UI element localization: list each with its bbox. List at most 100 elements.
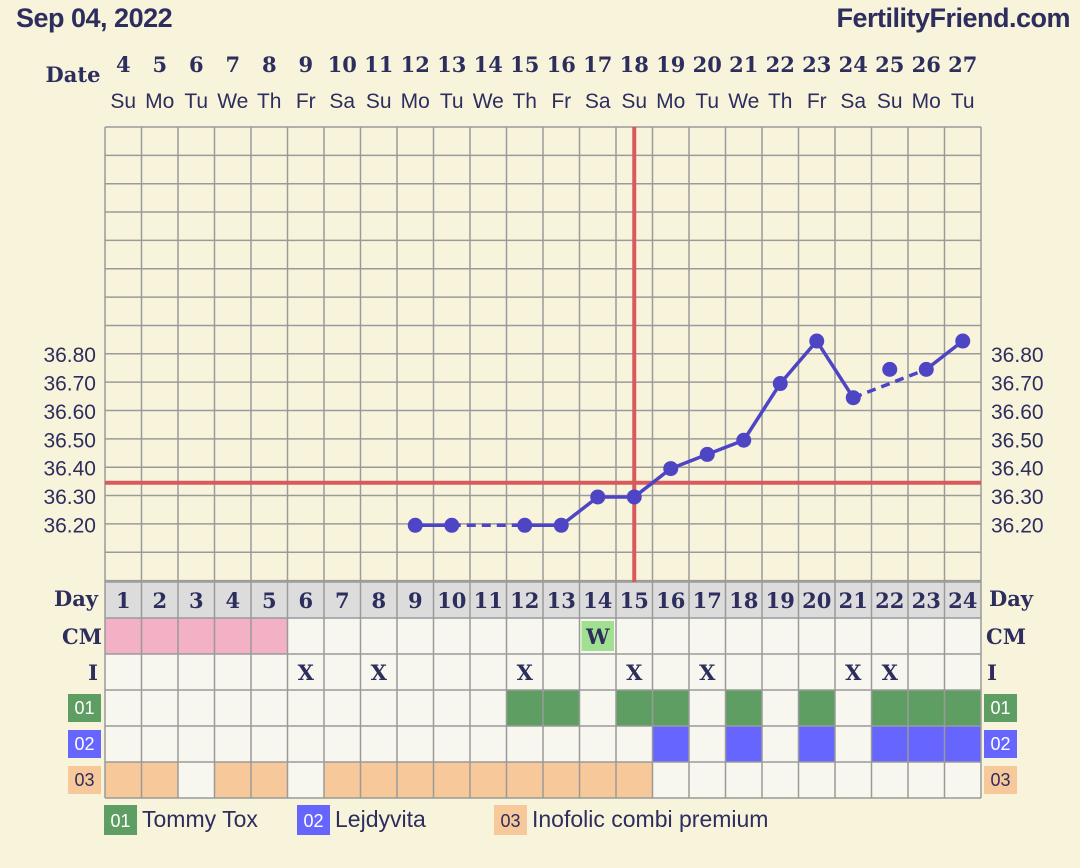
supplement-03-right-badge (984, 766, 1017, 794)
weekday-label: Th (512, 90, 537, 113)
y-tick-left: 36.80 (43, 344, 96, 367)
weekday-label: Fr (807, 90, 827, 113)
temp-point (955, 333, 971, 349)
date-number: 19 (656, 52, 685, 77)
date-number: 14 (474, 52, 503, 77)
temp-point (882, 361, 898, 377)
cycle-day-number: 22 (875, 588, 904, 613)
cm-cell-sticky (251, 618, 288, 654)
y-tick-left: 36.30 (43, 486, 96, 509)
cm-cell-sticky (141, 618, 178, 654)
chart-start-date: Sep 04, 2022 (16, 3, 173, 33)
weekday-label: Su (621, 90, 647, 113)
supplement-01-cell (506, 690, 543, 726)
weekday-label: Mo (401, 90, 430, 113)
temp-segment (925, 339, 964, 371)
cycle-day-number: 11 (474, 588, 503, 613)
cycle-day-number: 2 (152, 588, 167, 613)
intercourse-mark: X (845, 660, 862, 685)
date-number: 21 (729, 52, 758, 77)
y-tick-right: 36.40 (991, 458, 1044, 481)
date-number: 5 (152, 52, 167, 77)
supplement-03-cell (433, 762, 470, 798)
date-number: 15 (510, 52, 539, 77)
date-number: 23 (802, 52, 831, 77)
supplement-03-cell (251, 762, 288, 798)
cycle-day-number: 3 (189, 588, 204, 613)
cm-row-label-right: CM (986, 624, 1026, 649)
cycle-day-number: 16 (656, 588, 685, 613)
intercourse-mark: X (371, 660, 388, 685)
supplement-02-cell (908, 726, 945, 762)
cycle-day-number: 4 (225, 588, 240, 613)
weekday-label: Sa (840, 90, 866, 113)
day-row-label-left: Day (54, 586, 99, 611)
temp-point (736, 432, 752, 448)
supplement-01-cell (908, 690, 945, 726)
supplement-02-right-badge (984, 730, 1017, 758)
date-number: 7 (225, 52, 240, 77)
weekday-label: Tu (440, 90, 464, 113)
supplement-02-cell (798, 726, 835, 762)
temp-point (590, 489, 606, 505)
supplement-02-left-badge (68, 730, 101, 758)
date-number: 4 (116, 52, 131, 77)
temp-point (699, 446, 715, 462)
cycle-day-number: 20 (802, 588, 831, 613)
date-number: 20 (693, 52, 722, 77)
weekday-label: Fr (551, 90, 571, 113)
cycle-day-number: 23 (912, 588, 941, 613)
legend-swatch-03 (494, 805, 527, 835)
intercourse-mark: X (882, 660, 899, 685)
day-row-label-right: Day (989, 586, 1034, 611)
temp-segment (778, 339, 819, 385)
y-tick-right: 36.70 (991, 373, 1044, 396)
date-number: 17 (583, 52, 612, 77)
date-number: 16 (547, 52, 576, 77)
legend-name: Tommy Tox (142, 806, 258, 832)
legend-name: Lejdyvita (335, 806, 426, 832)
supplement-03-left-badge (68, 766, 101, 794)
date-number: 8 (262, 52, 277, 77)
supplement-03-cell (470, 762, 507, 798)
supplement-03-cell (105, 762, 142, 798)
supplement-01-cell (871, 690, 908, 726)
cycle-day-number: 13 (547, 588, 576, 613)
date-number: 24 (839, 52, 868, 77)
cycle-day-number: 12 (510, 588, 539, 613)
intercourse-mark: X (626, 660, 643, 685)
cycle-day-number: 18 (729, 588, 758, 613)
date-number: 18 (620, 52, 649, 77)
date-number: 22 (766, 52, 795, 77)
cycle-day-number: 15 (620, 588, 649, 613)
supplement-03-cell (397, 762, 434, 798)
weekday-label: Su (366, 90, 392, 113)
temp-point (663, 461, 679, 477)
y-tick-left: 36.60 (43, 401, 96, 424)
legend-code: 01 (110, 811, 130, 831)
date-number: 26 (912, 52, 941, 77)
cm-cell-eggwhite (581, 621, 614, 651)
temp-point (553, 517, 569, 533)
temp-point (626, 489, 642, 505)
weekday-label: Sa (329, 90, 355, 113)
legend-swatch-02 (297, 805, 330, 835)
cm-cell-sticky (214, 618, 251, 654)
supplement-03-cell (214, 762, 251, 798)
legend-swatch-01 (104, 805, 137, 835)
cycle-day-number: 21 (839, 588, 868, 613)
y-tick-right: 36.80 (991, 344, 1044, 367)
legend-code: 02 (303, 811, 323, 831)
supplement-01-cell (652, 690, 689, 726)
weekday-label: Th (257, 90, 282, 113)
temp-segment (815, 340, 855, 399)
date-number: 10 (328, 52, 357, 77)
temp-point (772, 376, 788, 392)
supplement-02-cell (725, 726, 762, 762)
y-tick-right: 36.60 (991, 401, 1044, 424)
temp-segment (742, 382, 782, 442)
weekday-label: Fr (296, 90, 316, 113)
weekday-label: Sa (585, 90, 611, 113)
